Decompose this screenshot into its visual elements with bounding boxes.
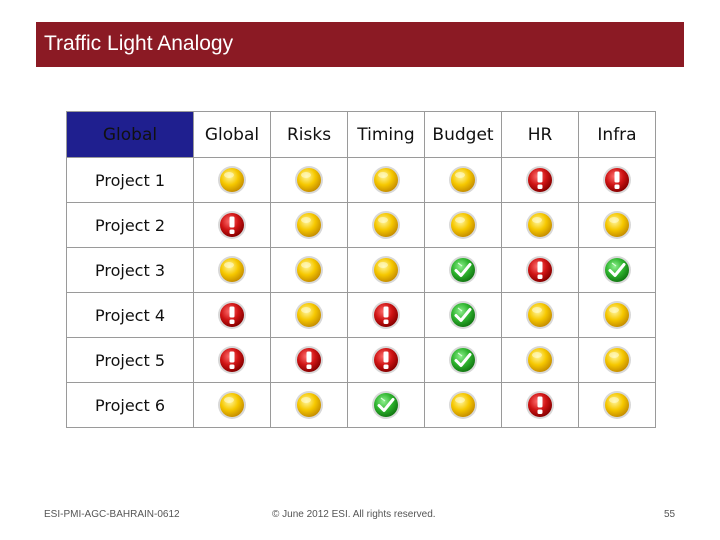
red-exclamation-icon — [526, 166, 554, 194]
yellow-circle-icon — [295, 301, 323, 329]
yellow-circle-icon — [526, 346, 554, 374]
yellow-circle-icon — [218, 166, 246, 194]
table-row: Project 3 — [66, 247, 656, 293]
row-label: Project 3 — [66, 247, 194, 293]
title-bar: Traffic Light Analogy — [36, 22, 684, 67]
yellow-circle-icon — [295, 211, 323, 239]
red-exclamation-icon — [218, 346, 246, 374]
status-cell — [578, 157, 656, 203]
status-cell — [424, 382, 502, 428]
status-cell — [193, 202, 271, 248]
yellow-circle-icon — [603, 346, 631, 374]
status-cell — [501, 202, 579, 248]
green-checkmark-icon — [449, 346, 477, 374]
status-cell — [424, 202, 502, 248]
status-cell — [193, 292, 271, 338]
header-row: Global Global Risks Timing Budget HR Inf… — [66, 111, 656, 158]
status-cell — [347, 157, 425, 203]
footer-copyright: © June 2012 ESI. All rights reserved. — [272, 509, 436, 520]
status-cell — [578, 382, 656, 428]
status-cell — [193, 382, 271, 428]
red-exclamation-icon — [218, 301, 246, 329]
yellow-circle-icon — [372, 166, 400, 194]
status-cell — [270, 337, 348, 383]
green-checkmark-icon — [449, 256, 477, 284]
status-cell — [578, 292, 656, 338]
status-cell — [347, 247, 425, 293]
table-row: Project 4 — [66, 292, 656, 338]
red-exclamation-icon — [372, 301, 400, 329]
yellow-circle-icon — [526, 211, 554, 239]
column-header-hr: HR — [501, 111, 579, 158]
red-exclamation-icon — [372, 346, 400, 374]
status-cell — [270, 292, 348, 338]
status-cell — [424, 157, 502, 203]
traffic-light-table: Global Global Risks Timing Budget HR Inf… — [66, 111, 656, 428]
green-checkmark-icon — [372, 391, 400, 419]
yellow-circle-icon — [372, 256, 400, 284]
row-label: Project 2 — [66, 202, 194, 248]
green-checkmark-icon — [449, 301, 477, 329]
status-cell — [578, 202, 656, 248]
status-cell — [578, 247, 656, 293]
column-header-global: Global — [193, 111, 271, 158]
status-cell — [347, 292, 425, 338]
status-cell — [193, 247, 271, 293]
row-label: Project 5 — [66, 337, 194, 383]
red-exclamation-icon — [218, 211, 246, 239]
row-label: Project 6 — [66, 382, 194, 428]
table-row: Project 2 — [66, 202, 656, 248]
column-header-risks: Risks — [270, 111, 348, 158]
status-cell — [270, 157, 348, 203]
table-row: Project 1 — [66, 157, 656, 203]
status-cell — [193, 337, 271, 383]
yellow-circle-icon — [218, 256, 246, 284]
yellow-circle-icon — [295, 166, 323, 194]
row-label: Project 1 — [66, 157, 194, 203]
yellow-circle-icon — [449, 211, 477, 239]
yellow-circle-icon — [449, 166, 477, 194]
yellow-circle-icon — [218, 391, 246, 419]
status-cell — [501, 157, 579, 203]
yellow-circle-icon — [449, 391, 477, 419]
yellow-circle-icon — [295, 391, 323, 419]
status-cell — [347, 337, 425, 383]
table-row: Project 5 — [66, 337, 656, 383]
column-header-infra: Infra — [578, 111, 656, 158]
status-cell — [424, 337, 502, 383]
yellow-circle-icon — [372, 211, 400, 239]
yellow-circle-icon — [603, 301, 631, 329]
corner-cell: Global — [66, 111, 194, 158]
status-cell — [501, 292, 579, 338]
status-cell — [270, 382, 348, 428]
footer-code: ESI-PMI-AGC-BAHRAIN-0612 — [44, 509, 180, 520]
yellow-circle-icon — [526, 301, 554, 329]
status-cell — [270, 247, 348, 293]
status-cell — [501, 382, 579, 428]
red-exclamation-icon — [526, 256, 554, 284]
status-cell — [270, 202, 348, 248]
yellow-circle-icon — [295, 256, 323, 284]
page-number: 55 — [664, 509, 676, 520]
red-exclamation-icon — [603, 166, 631, 194]
status-cell — [424, 247, 502, 293]
status-cell — [501, 247, 579, 293]
status-cell — [424, 292, 502, 338]
status-cell — [347, 382, 425, 428]
status-cell — [501, 337, 579, 383]
red-exclamation-icon — [295, 346, 323, 374]
table-row: Project 6 — [66, 382, 656, 428]
status-cell — [578, 337, 656, 383]
green-checkmark-icon — [603, 256, 631, 284]
status-cell — [347, 202, 425, 248]
red-exclamation-icon — [526, 391, 554, 419]
column-header-budget: Budget — [424, 111, 502, 158]
status-cell — [193, 157, 271, 203]
column-header-timing: Timing — [347, 111, 425, 158]
yellow-circle-icon — [603, 211, 631, 239]
yellow-circle-icon — [603, 391, 631, 419]
slide-title: Traffic Light Analogy — [44, 32, 234, 55]
row-label: Project 4 — [66, 292, 194, 338]
